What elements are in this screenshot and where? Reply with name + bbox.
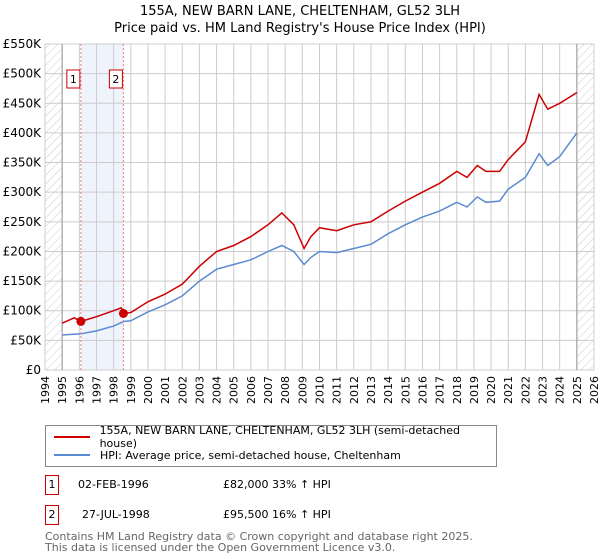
chart-subtitle: Price paid vs. HM Land Registry's House … [114, 21, 486, 36]
sale-point [118, 308, 128, 318]
x-tick-label: 2025 [571, 376, 584, 404]
sale-label: 2 [112, 73, 119, 86]
y-tick-label: £550K [3, 37, 43, 51]
y-tick-label: £500K [3, 67, 43, 81]
x-tick-label: 1999 [125, 376, 138, 404]
hpi-line [62, 132, 578, 336]
transaction-row: 2 27-JUL-1998 £95,500 16% ↑ HPI [45, 505, 445, 525]
sale-label-box [108, 69, 123, 89]
y-tick-label: £400K [3, 126, 43, 140]
x-tick-label: 2023 [537, 376, 550, 404]
red-line-swatch [54, 436, 90, 438]
x-tick-label: 2008 [279, 376, 292, 404]
sale-label-box [66, 69, 81, 89]
y-tick-label: £200K [3, 244, 43, 258]
transaction-price: £95,500 [223, 508, 269, 521]
y-tick-label: £450K [3, 96, 43, 110]
y-tick-label: £0 [26, 363, 41, 377]
x-tick-label: 2012 [348, 376, 361, 404]
x-tick-label: 2007 [262, 376, 275, 404]
blue-line-swatch [54, 454, 90, 456]
x-tick-label: 2013 [365, 376, 378, 404]
x-tick-label: 1996 [73, 376, 86, 404]
x-tick-label: 2024 [554, 376, 567, 404]
x-tick-label: 2016 [416, 376, 429, 404]
x-tick-label: 2010 [314, 376, 327, 404]
transaction-badge: 1 [45, 475, 59, 495]
transaction-row: 1 02-FEB-1996 £82,000 33% ↑ HPI [45, 475, 445, 495]
x-tick-label: 2022 [519, 376, 532, 404]
y-tick-label: £100K [3, 304, 43, 318]
footer-copyright: Contains HM Land Registry data © Crown c… [45, 530, 473, 543]
x-tick-label: 2001 [159, 376, 172, 404]
x-tick-label: 2017 [434, 376, 447, 404]
y-tick-label: £250K [3, 215, 43, 229]
x-tick-label: 2002 [176, 376, 189, 404]
x-tick-label: 2020 [485, 376, 498, 404]
legend-item-property: 155A, NEW BARN LANE, CHELTENHAM, GL52 3L… [54, 424, 496, 450]
x-tick-label: 2021 [502, 376, 515, 404]
x-tick-label: 1994 [39, 376, 52, 404]
x-tick-label: 2000 [142, 376, 155, 404]
legend-item-hpi: HPI: Average price, semi-detached house,… [54, 447, 401, 463]
chart-title: 155A, NEW BARN LANE, CHELTENHAM, GL52 3L… [139, 4, 461, 19]
x-tick-label: 2011 [331, 376, 344, 404]
sale-point [76, 316, 86, 326]
x-tick-label: 2004 [211, 376, 224, 404]
hatched-region-after-data [576, 44, 594, 370]
price-chart: 1994 1995 1996 1997 1998 1999 2000 2001 2002 2003… [3, 37, 600, 404]
x-tick-label: 2015 [399, 376, 412, 404]
footer: Contains HM Land Registry data © Crown c… [45, 531, 473, 553]
transaction-date: 27-JUL-1998 [82, 508, 150, 521]
legend-label: 155A, NEW BARN LANE, CHELTENHAM, GL52 3L… [99, 424, 460, 450]
x-tick-label: 2006 [245, 376, 258, 404]
y-tick-label: £350K [3, 156, 43, 170]
x-tick-label: 2019 [468, 376, 481, 404]
y-tick-label: £50K [10, 333, 42, 347]
x-tick-label: 1997 [90, 376, 103, 404]
transaction-date: 02-FEB-1996 [78, 478, 149, 491]
y-tick-label: £300K [3, 185, 43, 199]
sale-label: 1 [70, 73, 77, 86]
x-tick-label: 2014 [382, 376, 395, 404]
x-tick-label: 2018 [451, 376, 464, 404]
x-tick-label: 2003 [193, 376, 206, 404]
hatched-region-before-data [45, 44, 63, 370]
x-tick-label: 1998 [108, 376, 121, 404]
x-tick-label: 1995 [56, 376, 69, 404]
legend: 155A, NEW BARN LANE, CHELTENHAM, GL52 3L… [45, 424, 497, 467]
x-tick-label: 2005 [228, 376, 241, 404]
y-tick-label: £150K [3, 274, 43, 288]
transaction-hpi-change: 33% ↑ HPI [272, 478, 331, 491]
sale-period-shading [80, 44, 124, 370]
x-tick-label: 2026 [588, 376, 600, 404]
transaction-badge: 2 [45, 505, 59, 525]
x-tick-label: 2009 [296, 376, 309, 404]
footer-licence: This data is licensed under the Open Gov… [45, 541, 396, 554]
transaction-hpi-change: 16% ↑ HPI [272, 508, 331, 521]
legend-label: HPI: Average price, semi-detached house,… [100, 448, 401, 462]
transaction-price: £82,000 [223, 478, 269, 491]
